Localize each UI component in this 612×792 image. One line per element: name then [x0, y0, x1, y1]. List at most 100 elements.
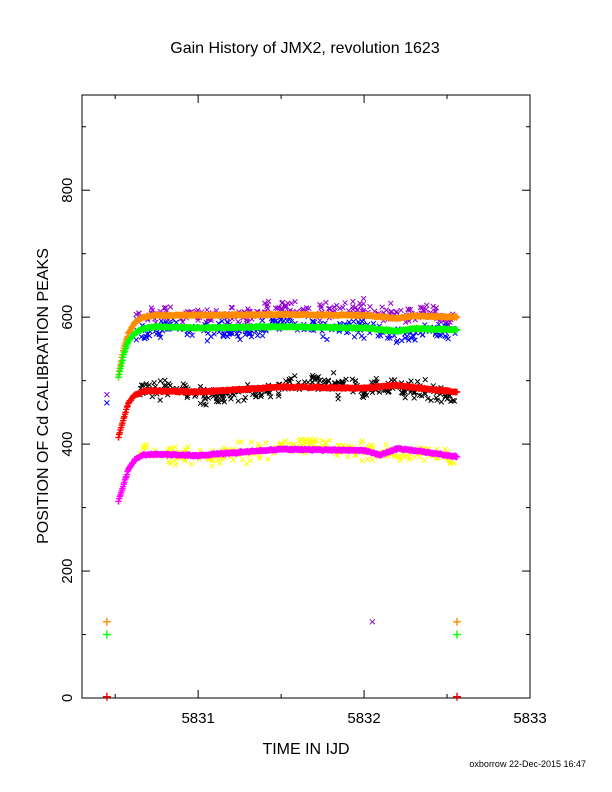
- data-point: [393, 309, 400, 316]
- data-point: [297, 437, 304, 443]
- data-point: [402, 335, 408, 341]
- data-point: [272, 305, 279, 311]
- data-point: [215, 457, 222, 463]
- series-green: [115, 322, 461, 381]
- data-point: [282, 438, 289, 444]
- data-point: [239, 456, 246, 463]
- data-point: [143, 444, 149, 451]
- data-point: [307, 436, 313, 443]
- data-point: [326, 437, 333, 443]
- data-point: [168, 445, 174, 452]
- data-point: [242, 394, 249, 401]
- data-point: [254, 332, 261, 339]
- data-point: [189, 332, 195, 339]
- data-point: [320, 333, 326, 340]
- data-point: [214, 393, 220, 400]
- data-point: [325, 378, 332, 384]
- data-point: [425, 395, 431, 402]
- data-point: [157, 334, 164, 341]
- data-point: [370, 320, 377, 327]
- series-red: [115, 381, 461, 441]
- data-point: [419, 304, 425, 311]
- data-point: [104, 391, 110, 398]
- series-orange: [115, 310, 461, 378]
- data-point: [369, 457, 376, 463]
- data-point: [387, 300, 394, 307]
- data-point: [367, 303, 373, 310]
- data-point: [430, 303, 436, 310]
- data-point: [428, 397, 434, 404]
- data-point: [423, 306, 429, 313]
- data-point: [453, 388, 461, 396]
- data-point: [300, 306, 307, 312]
- plot-frame: [81, 94, 531, 699]
- data-point: [241, 397, 247, 404]
- data-point: [337, 305, 343, 312]
- data-point: [224, 319, 231, 325]
- data-point: [436, 332, 443, 339]
- data-point: [409, 332, 416, 339]
- data-point: [279, 300, 285, 306]
- data-point: [359, 438, 366, 444]
- data-point: [184, 394, 190, 401]
- data-point: [448, 398, 454, 405]
- data-point: [140, 382, 146, 388]
- data-point: [433, 305, 440, 311]
- data-point: [133, 337, 140, 343]
- data-point: [182, 446, 189, 452]
- data-point: [156, 330, 163, 336]
- data-point: [291, 373, 298, 379]
- data-point: [414, 378, 421, 385]
- data-point: [359, 457, 365, 464]
- y-tick-label: 600: [59, 305, 76, 330]
- data-point: [238, 439, 245, 445]
- data-point: [172, 462, 179, 468]
- data-point: [248, 334, 255, 340]
- data-point: [265, 298, 272, 304]
- data-point: [182, 382, 188, 388]
- data-point: [423, 302, 430, 309]
- data-point: [227, 393, 233, 399]
- data-point: [235, 398, 242, 404]
- outlier-points: [102, 391, 461, 701]
- data-point: [286, 378, 293, 385]
- x-tick-label: 5832: [347, 710, 380, 727]
- data-point: [247, 330, 254, 337]
- data-point: [452, 617, 461, 626]
- data-point: [405, 307, 412, 313]
- data-point: [350, 298, 356, 305]
- data-point: [335, 396, 341, 402]
- data-point: [197, 400, 204, 407]
- data-point: [259, 333, 266, 339]
- data-point: [385, 389, 391, 395]
- data-point: [220, 396, 227, 402]
- footer-credit: oxborrow 22-Dec-2015 16:47: [469, 759, 586, 769]
- data-point: [405, 337, 412, 343]
- data-point: [417, 454, 423, 460]
- x-tick-label: 5831: [181, 710, 214, 727]
- data-point: [141, 334, 147, 341]
- y-tick-label: 800: [59, 178, 76, 203]
- data-point: [285, 300, 291, 307]
- data-point: [219, 318, 225, 324]
- data-point: [248, 439, 255, 445]
- data-point: [211, 331, 217, 337]
- data-point: [210, 457, 217, 464]
- data-point: [327, 305, 333, 312]
- data-point: [394, 338, 400, 344]
- data-point: [102, 617, 111, 626]
- data-point: [324, 336, 330, 343]
- data-point: [421, 457, 428, 464]
- data-point: [432, 331, 439, 338]
- data-point: [265, 456, 271, 463]
- data-point: [384, 335, 391, 341]
- data-point: [311, 319, 318, 325]
- data-point: [278, 440, 284, 446]
- data-point: [398, 307, 404, 314]
- data-point: [445, 335, 451, 342]
- data-point: [288, 318, 294, 325]
- data-point: [256, 453, 263, 459]
- data-point: [315, 373, 322, 380]
- plot-area: [102, 295, 461, 701]
